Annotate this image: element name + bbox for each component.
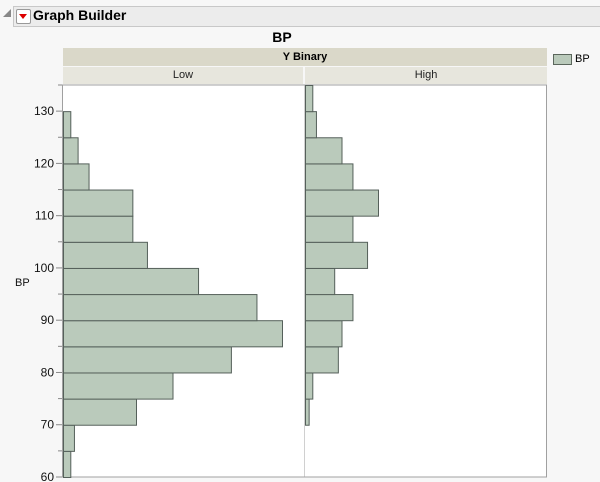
legend-swatch bbox=[553, 53, 572, 65]
panel-header-high: High bbox=[305, 67, 547, 84]
histogram-bar bbox=[305, 85, 314, 113]
histogram-bar bbox=[305, 163, 354, 191]
histogram-bar bbox=[63, 267, 200, 296]
y-tick-label: 110 bbox=[35, 209, 54, 223]
disclosure-triangle-icon[interactable] bbox=[3, 9, 11, 17]
outline-title: Graph Builder bbox=[33, 7, 127, 23]
panel-header-low: Low bbox=[63, 67, 303, 84]
histogram-bar bbox=[305, 346, 339, 374]
histogram-bar bbox=[63, 372, 174, 400]
histogram-bar bbox=[63, 241, 148, 269]
histogram-bar bbox=[63, 320, 283, 348]
histogram-bar bbox=[63, 424, 75, 452]
histogram-bar bbox=[305, 111, 317, 139]
histogram-bar bbox=[305, 241, 369, 269]
histogram-bar bbox=[305, 294, 354, 322]
plot-frame bbox=[62, 84, 547, 478]
histogram-bar bbox=[305, 320, 343, 348]
histogram-bar bbox=[63, 294, 258, 322]
y-tick-label: 130 bbox=[34, 104, 54, 118]
histogram-bar bbox=[63, 346, 232, 374]
y-tick-label: 70 bbox=[41, 418, 55, 432]
histogram-bar bbox=[305, 372, 314, 400]
histogram-bar bbox=[63, 111, 72, 139]
y-tick-label: 120 bbox=[34, 156, 54, 170]
histogram-bar bbox=[63, 215, 134, 243]
graph-builder-outline-header bbox=[13, 6, 600, 27]
y-tick-label: 80 bbox=[41, 365, 55, 379]
histogram-bar bbox=[305, 137, 343, 165]
y-tick-label: 100 bbox=[34, 261, 54, 275]
histogram-bar bbox=[305, 189, 379, 217]
histogram-bar bbox=[63, 163, 90, 191]
panel-background-high bbox=[305, 85, 546, 477]
y-axis-label: BP bbox=[15, 277, 30, 289]
legend-label: BP bbox=[575, 53, 590, 65]
chart-title: BP bbox=[272, 29, 292, 45]
y-tick-label: 90 bbox=[41, 313, 55, 327]
legend: BP bbox=[553, 53, 590, 65]
histogram-bar bbox=[63, 137, 79, 165]
histogram-bar bbox=[63, 189, 134, 217]
red-triangle-menu-icon[interactable] bbox=[16, 9, 31, 24]
histogram-bar bbox=[63, 398, 137, 426]
histogram-bar bbox=[63, 450, 72, 479]
histogram-bar bbox=[305, 398, 310, 426]
y-tick-label: 60 bbox=[41, 470, 55, 482]
histogram-bar bbox=[305, 215, 354, 243]
histogram-bar bbox=[305, 267, 336, 296]
group-header[interactable]: Y Binary bbox=[63, 48, 547, 66]
